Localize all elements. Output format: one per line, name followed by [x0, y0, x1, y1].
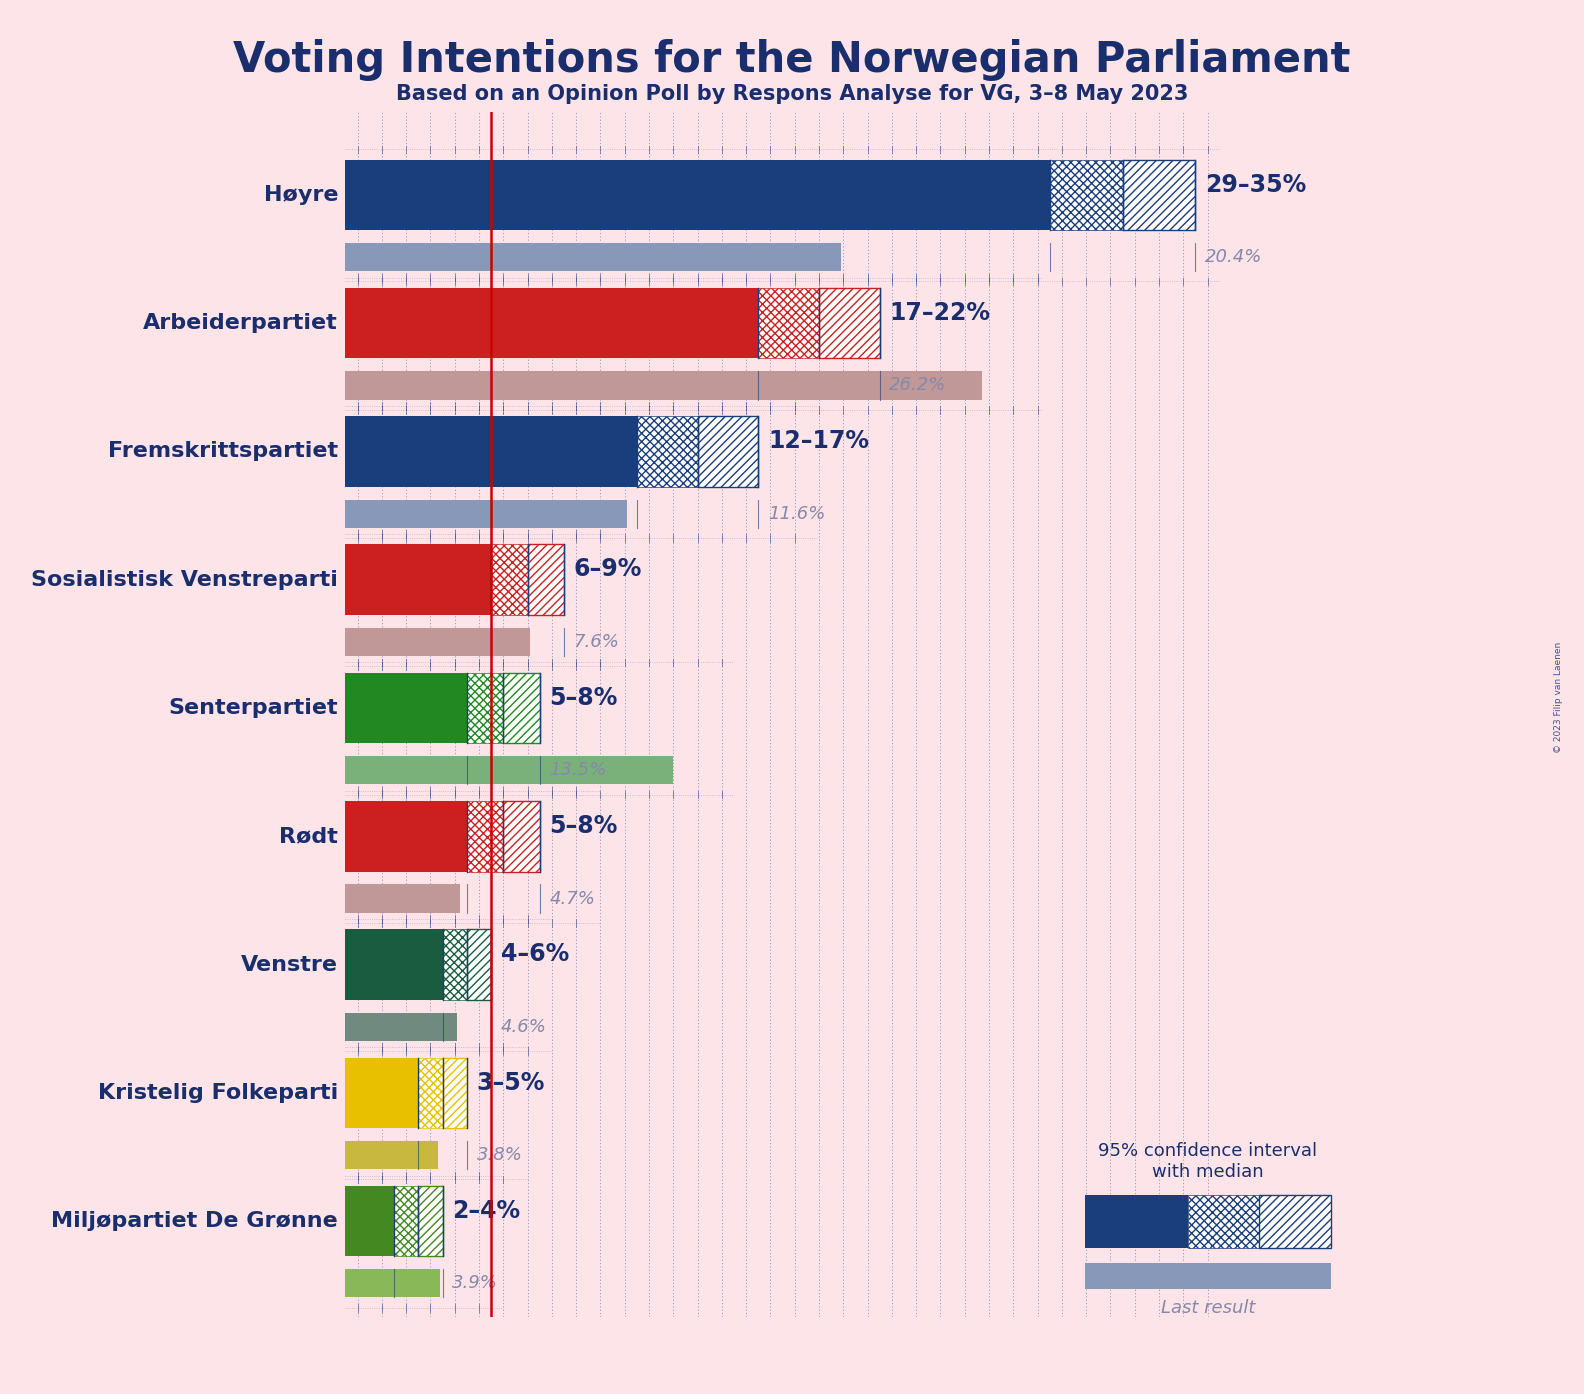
Bar [442, 930, 467, 999]
Bar [1050, 160, 1123, 230]
Bar [527, 545, 564, 615]
Text: Last result: Last result [1161, 1299, 1255, 1317]
Text: Høyre: Høyre [263, 185, 337, 205]
Text: Senterpartiet: Senterpartiet [168, 698, 337, 718]
Bar [345, 884, 459, 913]
Text: 3.9%: 3.9% [453, 1274, 497, 1292]
Text: 3.8%: 3.8% [477, 1146, 523, 1164]
Text: Rødt: Rødt [279, 827, 337, 846]
Bar [759, 289, 819, 358]
Text: 4.6%: 4.6% [501, 1018, 546, 1036]
Text: 2–4%: 2–4% [453, 1199, 521, 1223]
Bar [345, 627, 531, 657]
Text: 3–5%: 3–5% [477, 1071, 545, 1094]
Bar [345, 545, 491, 615]
Bar [345, 160, 1050, 230]
Text: Miljøpartiet De Grønne: Miljøpartiet De Grønne [51, 1211, 337, 1231]
Text: Based on an Opinion Poll by Respons Analyse for VG, 3–8 May 2023: Based on an Opinion Poll by Respons Anal… [396, 84, 1188, 103]
Bar [345, 1140, 437, 1170]
Bar [345, 289, 759, 358]
Text: Sosialistisk Venstreparti: Sosialistisk Venstreparti [32, 570, 337, 590]
Bar [819, 289, 879, 358]
Text: 26.2%: 26.2% [889, 376, 947, 395]
Text: 5–8%: 5–8% [550, 686, 618, 710]
Bar [345, 243, 841, 272]
Text: 29–35%: 29–35% [1205, 173, 1307, 197]
Text: 20.4%: 20.4% [1205, 248, 1262, 266]
Text: © 2023 Filip van Laenen: © 2023 Filip van Laenen [1554, 641, 1563, 753]
Text: 17–22%: 17–22% [889, 301, 990, 325]
Bar [467, 930, 491, 999]
Bar [345, 1012, 458, 1041]
Bar [467, 802, 504, 871]
Bar [442, 1058, 467, 1128]
Bar [345, 802, 467, 871]
Bar [504, 673, 540, 743]
Text: 6–9%: 6–9% [573, 558, 642, 581]
Text: Voting Intentions for the Norwegian Parliament: Voting Intentions for the Norwegian Parl… [233, 39, 1351, 81]
Text: 4.7%: 4.7% [550, 889, 596, 907]
Bar [697, 417, 759, 487]
Bar [345, 673, 467, 743]
Bar [345, 1058, 418, 1128]
Bar [345, 417, 637, 487]
Text: 4–6%: 4–6% [501, 942, 569, 966]
Text: Kristelig Folkeparti: Kristelig Folkeparti [98, 1083, 337, 1103]
Bar [345, 371, 982, 400]
Bar [394, 1186, 418, 1256]
Text: 13.5%: 13.5% [550, 761, 607, 779]
Text: Venstre: Venstre [241, 955, 337, 974]
Text: Fremskrittspartiet: Fremskrittspartiet [108, 442, 337, 461]
Bar [504, 802, 540, 871]
Bar [491, 545, 527, 615]
Bar [637, 417, 697, 487]
Bar [345, 756, 673, 785]
Text: 11.6%: 11.6% [768, 505, 825, 523]
Bar [418, 1186, 442, 1256]
Text: Arbeiderpartiet: Arbeiderpartiet [144, 314, 337, 333]
Bar [345, 1186, 394, 1256]
Text: 95% confidence interval
with median: 95% confidence interval with median [1098, 1142, 1318, 1181]
Text: 12–17%: 12–17% [768, 429, 870, 453]
Bar [345, 499, 627, 528]
Bar [467, 673, 504, 743]
Bar [1123, 160, 1196, 230]
Text: 5–8%: 5–8% [550, 814, 618, 838]
Bar [418, 1058, 442, 1128]
Bar [345, 930, 442, 999]
Text: 7.6%: 7.6% [573, 633, 619, 651]
Bar [345, 1269, 440, 1298]
